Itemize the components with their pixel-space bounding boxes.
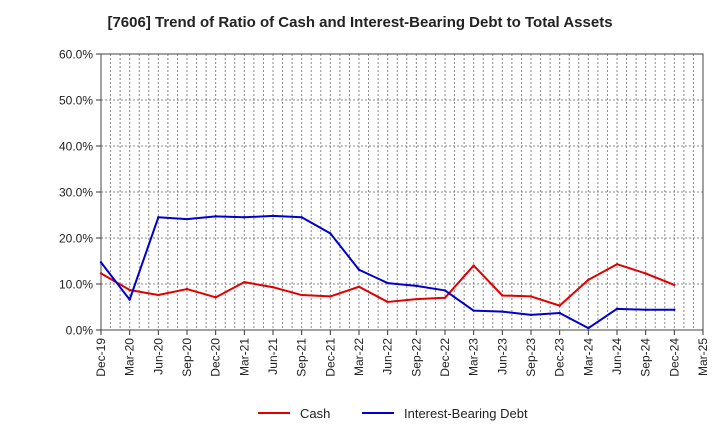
x-tick-label: Sep-20: [180, 338, 194, 377]
x-tick-label: Jun-20: [151, 338, 165, 375]
data-point: [99, 261, 103, 264]
data-point: [243, 280, 246, 284]
series-layer: [99, 214, 676, 330]
y-tick-label: 40.0%: [59, 140, 93, 154]
x-tick-label: Mar-25: [696, 338, 710, 376]
x-tick-label: Dec-22: [438, 338, 452, 377]
data-point: [300, 293, 303, 297]
x-tick-label: Jun-22: [381, 338, 395, 375]
data-point: [271, 286, 275, 289]
data-point: [558, 311, 561, 315]
x-tick-label: Dec-21: [323, 338, 337, 377]
data-point: [271, 214, 275, 218]
data-point: [415, 297, 418, 301]
data-point: [673, 283, 676, 287]
y-tick-label: 10.0%: [59, 278, 93, 292]
data-point: [587, 278, 590, 282]
data-point: [558, 304, 561, 307]
x-tick-label: Mar-21: [237, 338, 251, 376]
data-point: [329, 232, 332, 235]
y-tick-label: 20.0%: [59, 232, 93, 246]
x-tick-label: Mar-23: [467, 338, 481, 376]
x-tick-label: Jun-21: [266, 338, 280, 375]
x-tick-label: Dec-24: [667, 338, 681, 377]
chart-title: [7606] Trend of Ratio of Cash and Intere…: [107, 14, 613, 31]
axis-layer: 0.0% 10.0% 20.0% 30.0% 40.0% 50.0% 60.0% Dec-19…: [59, 48, 710, 377]
x-tick-label: Sep-21: [295, 338, 309, 377]
data-point: [386, 300, 389, 304]
data-point: [615, 307, 619, 311]
legend-label: Cash: [300, 406, 330, 421]
data-point: [214, 215, 217, 218]
data-point: [501, 310, 504, 313]
data-point: [357, 268, 361, 271]
data-point: [99, 272, 103, 275]
data-point: [472, 264, 475, 267]
data-point: [243, 216, 246, 219]
legend: Cash Interest-Bearing Debt: [258, 406, 528, 421]
data-point: [157, 293, 160, 297]
x-tick-label: Dec-20: [209, 338, 223, 377]
x-tick-label: Dec-23: [553, 338, 567, 377]
x-tick-label: Sep-24: [639, 338, 653, 377]
x-tick-label: Jun-24: [610, 338, 624, 375]
data-point: [128, 298, 131, 301]
data-point: [529, 295, 533, 298]
y-tick-label: 60.0%: [59, 48, 93, 62]
x-tick-label: Mar-22: [352, 338, 366, 376]
data-point: [644, 272, 647, 275]
data-point: [529, 313, 533, 317]
data-point: [443, 289, 447, 292]
grid-layer: [101, 53, 703, 331]
x-tick-label: Mar-20: [123, 338, 137, 376]
data-point: [185, 287, 189, 291]
data-point: [443, 296, 447, 299]
x-tick-label: Jun-23: [495, 338, 509, 375]
plot-frame: [100, 53, 704, 331]
data-point: [472, 309, 475, 312]
data-point: [214, 296, 217, 299]
x-tick-label: Mar-24: [581, 338, 595, 376]
legend-label: Interest-Bearing Debt: [404, 406, 528, 421]
data-point: [357, 285, 361, 288]
y-tick-label: 0.0%: [66, 324, 94, 338]
x-tick-label: Sep-23: [524, 338, 538, 377]
data-point: [587, 326, 590, 330]
data-point: [615, 263, 619, 266]
data-point: [415, 284, 418, 288]
data-point: [300, 216, 303, 219]
x-tick-label: Sep-22: [409, 338, 423, 377]
data-point: [157, 216, 160, 219]
data-point: [329, 295, 332, 298]
y-tick-label: 50.0%: [59, 94, 93, 108]
data-point: [185, 217, 189, 221]
y-tick-label: 30.0%: [59, 186, 93, 200]
data-point: [386, 281, 389, 285]
x-tick-label: Dec-19: [94, 338, 108, 377]
data-point: [128, 288, 131, 292]
data-point: [644, 308, 647, 311]
data-point: [673, 308, 676, 311]
data-point: [501, 294, 504, 297]
